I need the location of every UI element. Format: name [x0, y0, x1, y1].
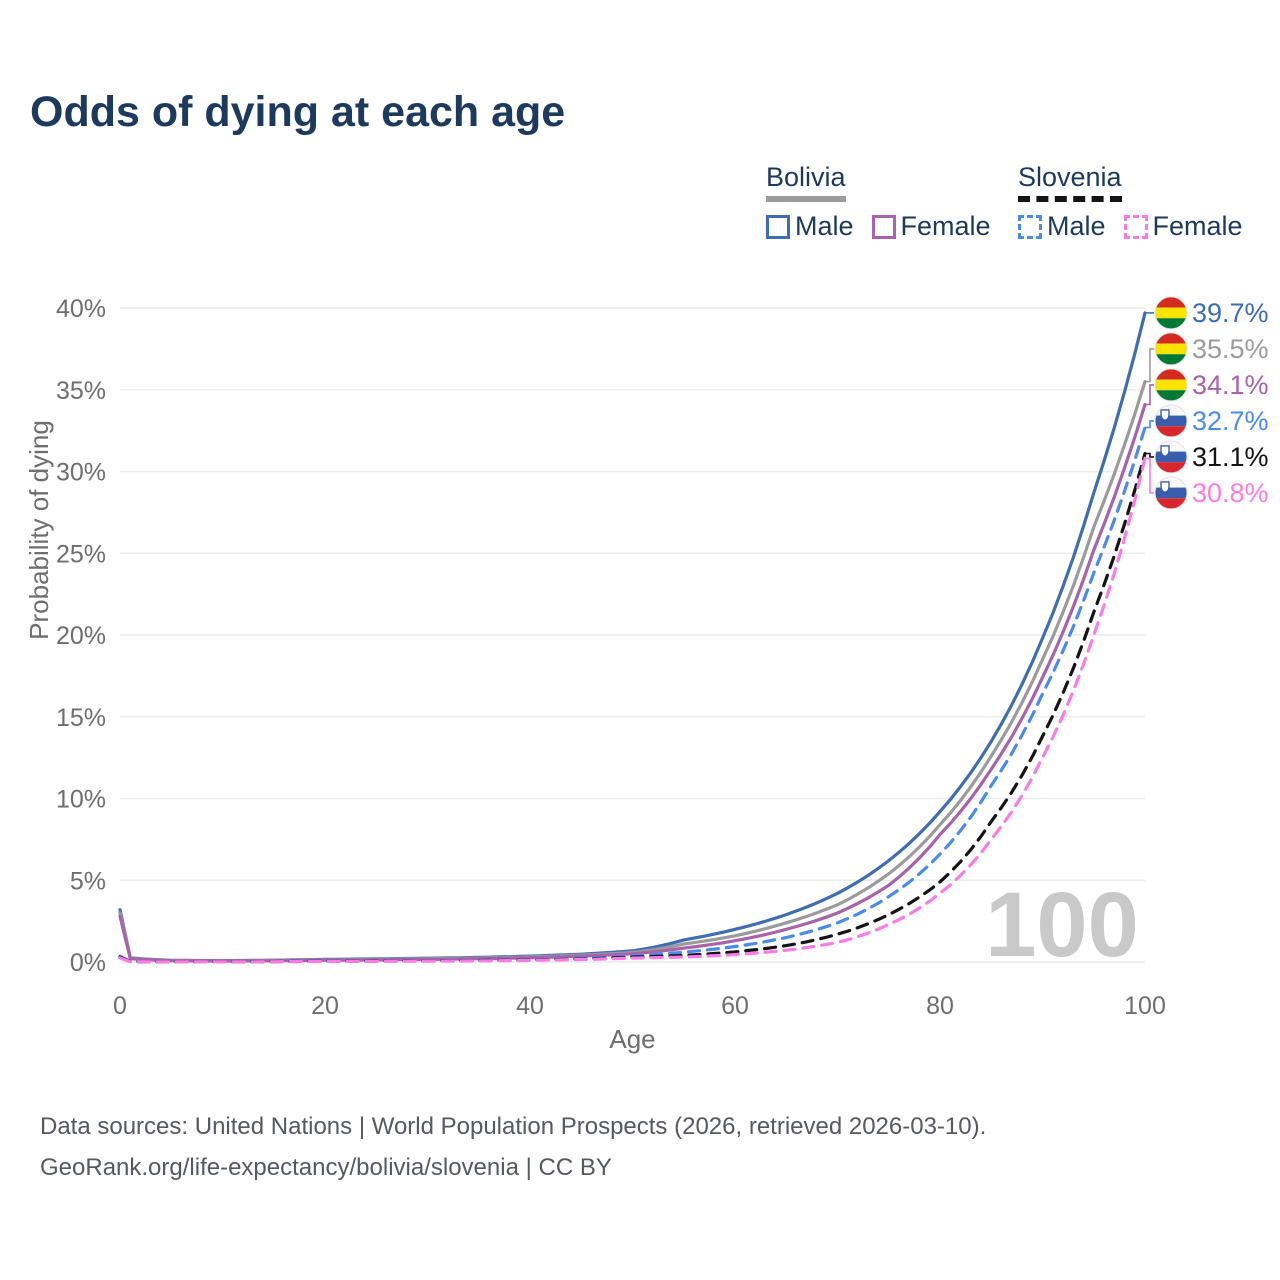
flag-ring	[1154, 368, 1188, 402]
bolivia-flag-icon	[1155, 296, 1187, 329]
flag-ring	[1154, 440, 1188, 474]
slovenia-flag-icon	[1155, 404, 1187, 437]
flag-ring	[1154, 476, 1188, 510]
legend-item-label: Male	[795, 211, 854, 241]
label-connector	[1145, 420, 1154, 429]
legend-country-slovenia[interactable]: Slovenia	[1018, 162, 1122, 202]
label-connector	[1145, 348, 1154, 383]
legend-item-bolivia-female[interactable]: Female	[871, 211, 991, 242]
legend-item-label: Male	[1047, 211, 1106, 241]
legend-group-bolivia: Bolivia Male Female	[766, 162, 991, 242]
slovenia-flag-icon	[1155, 440, 1187, 473]
x-tick-label: 40	[516, 992, 544, 1020]
x-tick-label: 80	[926, 992, 954, 1020]
label-connector	[1145, 457, 1154, 494]
y-tick-label: 20%	[56, 622, 106, 650]
data-sources: Data sources: United Nations | World Pop…	[40, 1106, 986, 1188]
y-tick-label: 35%	[56, 377, 106, 405]
bolivia-male-swatch-icon	[766, 214, 790, 239]
y-tick-label: 10%	[56, 786, 106, 814]
y-tick-label: 0%	[70, 949, 106, 977]
end-value-label-bolivia-female: 34.1%	[1192, 370, 1269, 400]
x-tick-label: 0	[113, 992, 127, 1020]
legend-group-slovenia: Slovenia Male Female	[1018, 162, 1243, 242]
legend-country-bolivia[interactable]: Bolivia	[766, 162, 846, 202]
x-tick-label: 100	[1124, 992, 1166, 1020]
y-tick-label: 40%	[56, 295, 106, 323]
bolivia-flag-icon	[1155, 332, 1187, 365]
data-sources-line2[interactable]: GeoRank.org/life-expectancy/bolivia/slov…	[40, 1154, 612, 1181]
series-line-bolivia-male[interactable]	[118, 311, 1147, 963]
bolivia-flag-icon	[1155, 368, 1187, 401]
slovenia-female-swatch-icon	[1123, 214, 1148, 239]
legend-item-bolivia-male[interactable]: Male	[766, 211, 854, 242]
slovenia-flag-icon	[1155, 476, 1187, 509]
bolivia-female-swatch-icon	[871, 214, 896, 239]
series-line-slovenia-female[interactable]	[118, 456, 1147, 964]
legend: Bolivia Male Female Slovenia Male Female	[0, 162, 1280, 242]
x-tick-label: 20	[311, 992, 339, 1020]
flag-ring	[1154, 296, 1188, 330]
end-value-label-slovenia-male: 32.7%	[1192, 406, 1269, 436]
legend-item-slovenia-female[interactable]: Female	[1123, 211, 1243, 242]
legend-item-label: Female	[900, 211, 991, 241]
label-connector	[1145, 452, 1154, 458]
end-value-label-slovenia-female: 30.8%	[1192, 478, 1269, 508]
legend-item-label: Female	[1152, 211, 1243, 241]
legend-item-slovenia-male[interactable]: Male	[1018, 211, 1106, 242]
page-title: Odds of dying at each age	[30, 88, 566, 136]
x-tick-label: 60	[721, 992, 749, 1020]
y-tick-label: 25%	[56, 540, 106, 568]
flag-ring	[1154, 332, 1188, 366]
flag-ring	[1154, 404, 1188, 438]
y-tick-label: 5%	[70, 867, 106, 895]
slovenia-male-swatch-icon	[1018, 214, 1042, 239]
end-value-label-slovenia-both-sexes: 31.1%	[1192, 442, 1269, 472]
label-connector	[1145, 384, 1154, 406]
end-value-label-bolivia-male: 39.7%	[1192, 298, 1269, 328]
data-sources-line1: Data sources: United Nations | World Pop…	[40, 1113, 987, 1140]
age-marker-watermark: 100	[985, 874, 1139, 976]
y-tick-label: 30%	[56, 459, 106, 487]
end-value-label-bolivia-both-sexes: 35.5%	[1192, 334, 1269, 364]
y-tick-label: 15%	[56, 704, 106, 732]
y-axis-title: Probability of dying	[24, 420, 54, 640]
x-axis-title: Age	[609, 1024, 655, 1054]
